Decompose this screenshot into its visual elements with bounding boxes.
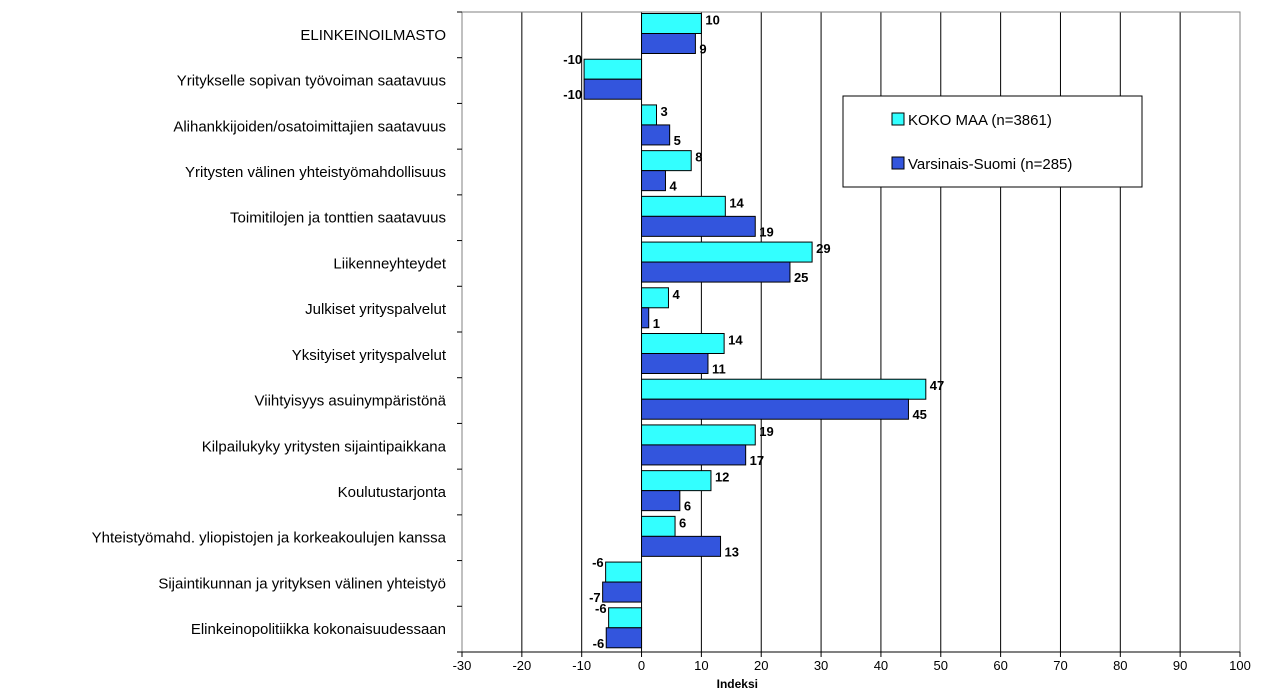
category-label: Kilpailukyky yritysten sijaintipaikkana	[202, 438, 447, 455]
bar-value-label: 45	[912, 407, 926, 422]
legend-label: KOKO MAA (n=3861)	[908, 112, 1052, 129]
bar	[641, 470, 712, 492]
bar	[641, 515, 676, 537]
x-tick-label: 70	[1053, 658, 1067, 673]
bar	[641, 398, 909, 420]
bar	[583, 58, 643, 80]
x-tick-label: 30	[814, 658, 828, 673]
bar	[641, 13, 702, 34]
x-tick-label: -10	[572, 658, 591, 673]
bar	[641, 444, 747, 466]
category-label: ELINKEINOILMASTO	[300, 27, 446, 44]
legend-swatch	[891, 112, 905, 126]
category-label: Koulutustarjonta	[338, 484, 447, 501]
bar	[602, 581, 643, 603]
bar-value-label: 19	[759, 424, 773, 439]
bar	[641, 333, 725, 354]
bar	[641, 261, 791, 283]
category-label: Toimitilojen ja tonttien saatavuus	[230, 210, 446, 227]
bar-value-label: -6	[595, 601, 607, 616]
bar-value-label: 9	[699, 42, 706, 57]
x-tick-label: 10	[694, 658, 708, 673]
bar	[608, 607, 643, 629]
bar-value-label: -6	[592, 555, 604, 570]
bar-value-label: -6	[593, 636, 605, 651]
bar	[641, 307, 650, 329]
bar	[583, 78, 643, 100]
bar-value-label: 5	[674, 133, 681, 148]
bar-value-label: -10	[563, 52, 582, 67]
bar	[641, 170, 666, 192]
bar	[641, 104, 657, 126]
x-tick-label: 40	[874, 658, 888, 673]
legend-swatch	[891, 156, 905, 170]
bar	[605, 561, 643, 583]
x-tick-label: 60	[993, 658, 1007, 673]
bar-value-label: 10	[705, 13, 719, 28]
legend-label: Varsinais-Suomi (n=285)	[908, 156, 1072, 173]
bar-value-label: 8	[695, 150, 702, 165]
category-label: Yritysten välinen yhteistyömahdollisuus	[185, 164, 446, 181]
x-tick-label: 50	[934, 658, 948, 673]
bar-value-label: -10	[563, 87, 582, 102]
category-label: Elinkeinopolitiikka kokonaisuudessaan	[191, 621, 446, 638]
legend-box	[842, 95, 1143, 188]
bar-value-label: -7	[589, 590, 601, 605]
x-tick-label: 80	[1113, 658, 1127, 673]
bar-value-label: 14	[728, 333, 743, 348]
category-label: Sijaintikunnan ja yrityksen välinen yhte…	[158, 575, 446, 592]
category-label: Yhteistyömahd. yliopistojen ja korkeakou…	[92, 530, 447, 547]
x-tick-label: -20	[512, 658, 531, 673]
x-tick-label: -30	[453, 658, 472, 673]
bar	[641, 287, 669, 309]
category-label: Viihtyisyys asuinympäristönä	[255, 393, 447, 410]
bar-value-label: 25	[794, 270, 808, 285]
legend: KOKO MAA (n=3861) Varsinais-Suomi (n=285)	[842, 95, 1143, 188]
bar	[641, 490, 681, 512]
bar	[641, 241, 813, 263]
bar-value-label: 11	[712, 362, 726, 377]
bar	[641, 124, 671, 146]
x-tick-label: 90	[1173, 658, 1187, 673]
bar	[641, 535, 722, 557]
bar	[641, 150, 692, 172]
x-axis-title: Indeksi	[717, 677, 758, 691]
category-label: Yritykselle sopivan työvoiman saatavuus	[177, 73, 446, 90]
bar-value-label: 47	[930, 378, 944, 393]
x-tick-label: 100	[1229, 658, 1251, 673]
x-tick-label: 0	[638, 658, 645, 673]
bar-value-label: 4	[669, 179, 677, 194]
bar-value-label: 6	[684, 499, 691, 514]
bar	[641, 33, 696, 54]
bar-value-label: 13	[725, 544, 739, 559]
bar-value-label: 17	[750, 453, 764, 468]
bar-value-label: 14	[729, 195, 744, 210]
x-tick-label: 20	[754, 658, 768, 673]
bar-value-label: 6	[679, 515, 686, 530]
bar-value-label: 19	[759, 224, 773, 239]
bar	[641, 378, 927, 400]
bar	[641, 195, 726, 217]
bar	[641, 424, 756, 446]
bar-value-label: 3	[661, 104, 668, 119]
category-label: Yksityiset yrityspalvelut	[292, 347, 447, 364]
category-label: Alihankkijoiden/osatoimittajien saatavuu…	[173, 118, 446, 135]
category-label: Julkiset yrityspalvelut	[305, 301, 447, 318]
bar-value-label: 12	[715, 470, 729, 485]
category-label: Liikenneyhteydet	[333, 255, 446, 272]
bar-value-label: 4	[672, 287, 680, 302]
bar	[641, 215, 756, 237]
bar	[641, 353, 709, 374]
bar	[605, 627, 643, 649]
bar-value-label: 29	[816, 241, 830, 256]
bar-value-label: 1	[653, 316, 660, 331]
